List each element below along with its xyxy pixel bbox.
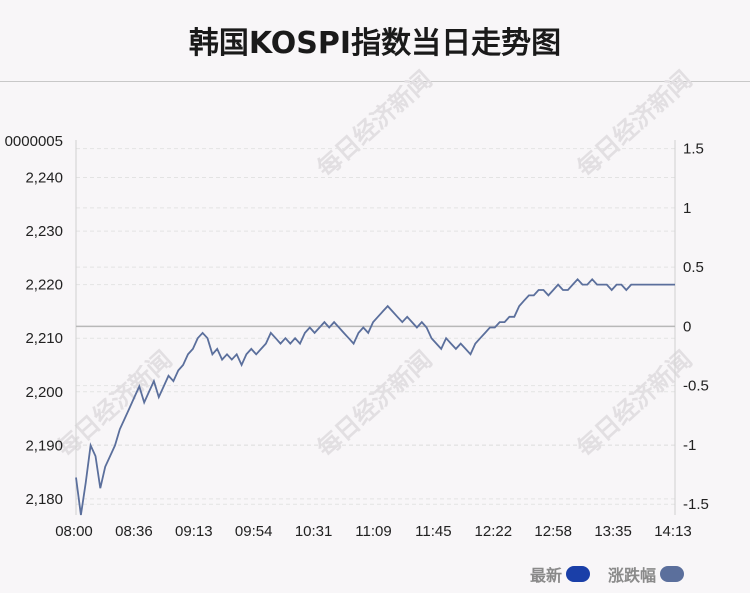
axes: [75, 140, 676, 515]
y-left-tick-label: 2,190: [25, 437, 63, 454]
y-left-tick-label: 2,240: [25, 170, 63, 187]
x-tick-label: 13:35: [594, 523, 632, 540]
x-tick-label: 11:09: [355, 523, 391, 540]
y-right-tick-label: -1.5: [683, 496, 709, 513]
x-tick-label: 09:13: [175, 523, 213, 540]
legend-item-latest[interactable]: 最新: [530, 562, 590, 586]
y-left-tick-label: 2,180: [25, 491, 63, 508]
y-right-tick-label: -0.5: [683, 378, 709, 395]
legend-label-latest: 最新: [529, 566, 562, 585]
axis-labels: 2,1802,1902,2002,2102,2202,2302,24000000…: [5, 133, 709, 540]
legend-item-change[interactable]: 涨跌幅: [608, 562, 684, 586]
watermark-text: 每日经济新闻: [572, 65, 698, 182]
y-right-tick-label: 1: [683, 200, 691, 217]
legend-label-change: 涨跌幅: [607, 566, 656, 585]
y-left-top-label: 0000005: [5, 133, 63, 150]
x-tick-label: 09:54: [235, 523, 273, 540]
legend-swatch-change: [660, 566, 684, 582]
legend: 最新 涨跌幅: [530, 562, 684, 586]
chart-title: 韩国KOSPI指数当日走势图: [188, 26, 562, 61]
x-tick-label: 08:36: [115, 523, 153, 540]
x-tick-label: 14:13: [654, 523, 692, 540]
legend-swatch-latest: [565, 566, 590, 582]
y-left-tick-label: 2,200: [25, 384, 63, 401]
y-right-tick-label: 1.5: [683, 141, 704, 158]
x-tick-label: 10:31: [295, 523, 333, 540]
y-right-tick-label: -1: [683, 437, 696, 454]
series-line: [75, 277, 675, 516]
x-tick-label: 12:22: [475, 523, 513, 540]
y-left-tick-label: 2,230: [25, 223, 63, 240]
title-divider: [0, 81, 750, 82]
x-tick-label: 12:58: [534, 523, 572, 540]
watermark-text: 每日经济新闻: [312, 65, 438, 182]
grid-lines: [76, 148, 675, 505]
x-tick-label: 11:45: [415, 523, 451, 540]
y-right-tick-label: 0: [683, 318, 691, 335]
y-left-tick-label: 2,220: [25, 277, 63, 294]
x-tick-label: 08:00: [55, 523, 93, 540]
y-left-tick-label: 2,210: [25, 330, 63, 347]
y-right-tick-label: 0.5: [683, 259, 704, 276]
